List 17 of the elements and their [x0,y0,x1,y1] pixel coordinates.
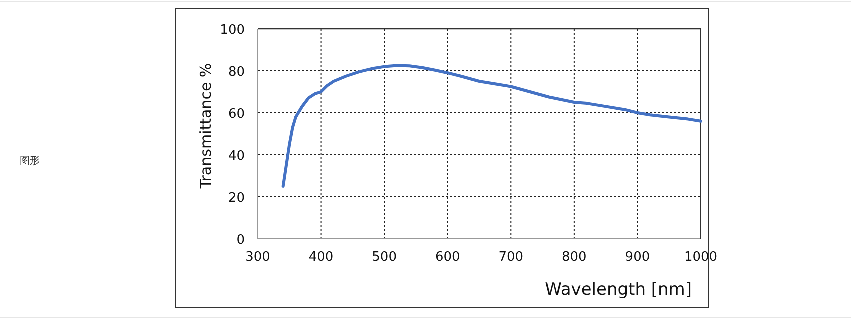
x-tick-label: 600 [435,250,460,265]
text: 图形 [20,156,40,167]
y-tick-label: 20 [228,191,245,206]
x-tick-label: 500 [372,250,397,265]
x-tick-label: 300 [246,250,270,265]
y-tick-label: 100 [220,23,245,38]
x-axis-title: Wavelength [nm] [545,280,692,300]
y-tick-label: 60 [228,107,245,122]
x-tick-label: 400 [308,250,334,265]
y-tick-label: 40 [228,149,245,164]
x-tick-label: 800 [562,250,587,265]
x-tick-label: 700 [498,250,524,265]
y-axis-title: Transmittance % [197,63,215,190]
line-series [282,64,702,188]
x-tick-label: 900 [625,250,650,265]
y-tick-label: 80 [228,65,245,80]
y-tick-label: 0 [236,233,245,248]
